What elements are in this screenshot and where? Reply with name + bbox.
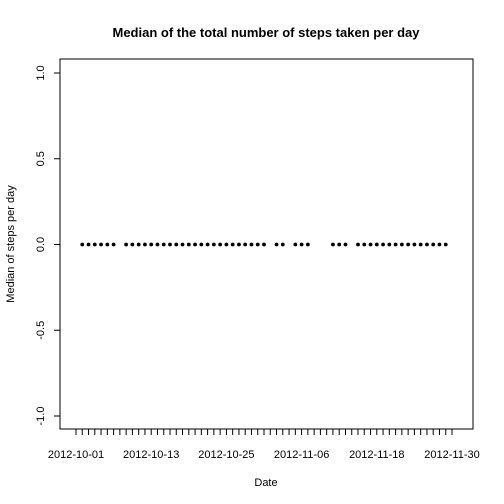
x-tick-label: 2012-10-25 [198,449,254,461]
y-tick-label: 0.5 [35,151,47,166]
y-tick-label: -0.5 [35,321,47,340]
y-tick-label: 0.0 [35,237,47,252]
data-point [211,242,216,247]
data-point [331,242,335,247]
data-point [305,242,310,247]
data-point [406,242,411,247]
data-point [86,242,91,247]
data-point [393,242,398,247]
data-point [218,242,223,247]
data-point [130,242,135,247]
data-point [299,242,304,247]
data-point [443,242,448,247]
x-axis: 2012-10-01 2012-10-13 2012-10-25 2012-11-06… [48,429,480,461]
x-tick-label: 2012-11-30 [424,449,479,461]
data-point [124,242,129,247]
data-point [293,242,298,247]
x-tick-label: 2012-11-18 [349,449,404,461]
data-point [193,242,197,247]
data-point [111,242,116,247]
data-point [105,242,110,247]
data-point [186,242,191,247]
x-tick-label: 2012-10-13 [123,449,179,461]
data-point [99,242,103,247]
data-point [155,242,160,247]
data-point [362,242,367,247]
data-point [425,242,429,247]
data-point [356,242,360,247]
data-point [224,242,229,247]
data-point [381,242,385,247]
data-point [237,242,241,247]
x-tick-label: 2012-11-06 [274,449,329,461]
data-point [143,242,147,247]
data-point [243,242,248,247]
data-point [180,242,185,247]
data-point [161,242,166,247]
data-point [136,242,141,247]
y-axis-label: Median of steps per day [5,185,17,303]
x-tick-label: 2012-10-01 [48,449,104,461]
data-point [368,242,373,247]
y-tick-label: 1.0 [35,65,47,80]
plot-frame [59,58,474,430]
data-point [174,242,179,247]
y-axis: -1.0 -0.5 0.0 0.5 1.0 [35,65,60,425]
data-point [255,242,260,247]
data-point [343,242,348,247]
data-point [205,242,210,247]
data-points [80,242,448,247]
data-point [274,242,279,247]
data-point [399,242,404,247]
data-point [437,242,442,247]
chart-title: Median of the total number of steps take… [113,25,421,40]
data-point [418,242,423,247]
data-point [387,242,392,247]
x-axis-label: Date [254,477,277,489]
data-point [412,242,417,247]
data-point [337,242,342,247]
data-point [431,242,436,247]
data-point [149,242,154,247]
data-point [168,242,172,247]
data-point [249,242,254,247]
data-point [199,242,204,247]
data-point [92,242,97,247]
y-tick-label: -1.0 [35,407,47,426]
data-point [280,242,285,247]
data-point [374,242,379,247]
data-point [80,242,85,247]
data-point [262,242,266,247]
data-point [230,242,235,247]
